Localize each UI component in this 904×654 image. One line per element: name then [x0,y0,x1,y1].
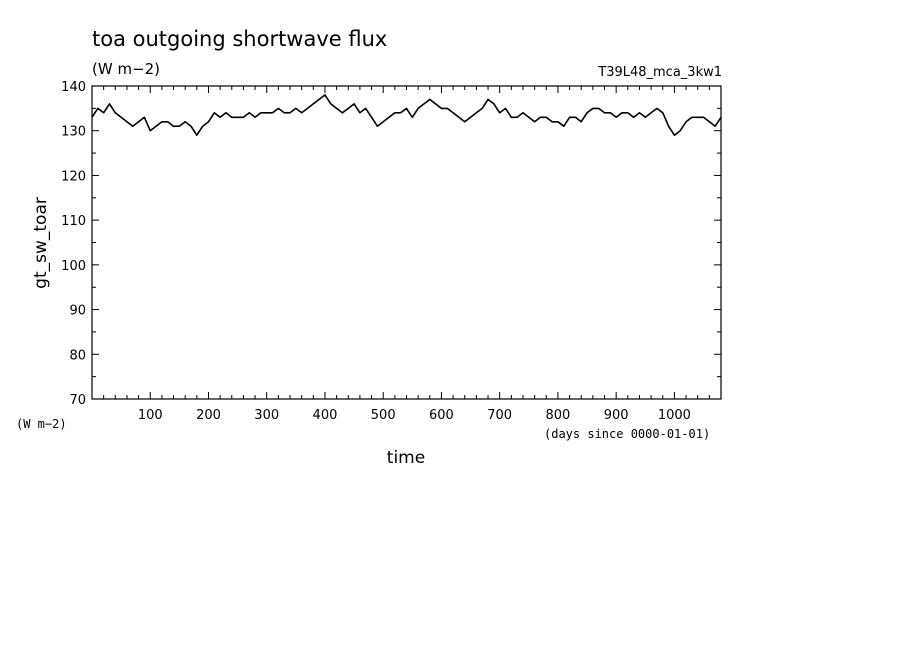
y-tick-label: 110 [61,214,86,229]
x-tick-label: 500 [371,408,396,423]
x-tick-label: 100 [138,408,163,423]
y-tick-label: 140 [61,80,86,95]
x-tick-label: 800 [546,408,571,423]
y-tick-label: 130 [61,125,86,140]
y-axis-label: gt_sw_toar [31,197,51,289]
x-axis-label: time [387,448,425,468]
series-line-gt-sw-toar [91,94,722,136]
y-tick-label: 70 [69,393,86,408]
x-tick-label: 900 [604,408,629,423]
y-axis-ticks: 70 80 90 100 110 120 130 140 [61,80,721,408]
x-tick-label: 700 [487,408,512,423]
x-axis-units: (days since 0000-01-01) [544,427,710,441]
x-tick-label: 400 [313,408,338,423]
x-tick-label: 200 [196,408,221,423]
x-tick-label: 300 [254,408,279,423]
chart-title: toa outgoing shortwave flux [92,27,387,51]
x-axis-ticks: 100 200 300 400 500 600 700 800 900 1000 [103,86,710,423]
y-axis-units: (W m−2) [16,417,67,431]
x-tick-label: 1000 [658,408,691,423]
y-tick-label: 120 [61,169,86,184]
run-label: T39L48_mca_3kw1 [597,65,722,80]
y-tick-label: 90 [69,304,86,319]
y-tick-label: 100 [61,259,86,274]
plot-frame [91,85,722,400]
y-tick-label: 80 [69,348,86,363]
x-tick-label: 600 [429,408,454,423]
title-units: (W m−2) [92,60,160,78]
